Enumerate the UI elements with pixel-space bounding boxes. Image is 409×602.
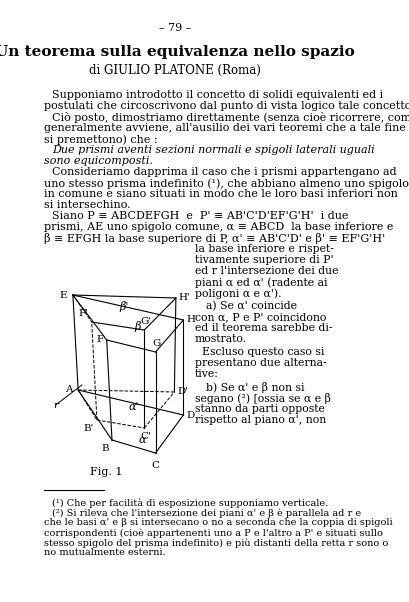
Text: tivamente superiore di P': tivamente superiore di P' bbox=[195, 255, 333, 265]
Text: di GIULIO PLATONE (Roma): di GIULIO PLATONE (Roma) bbox=[89, 63, 261, 76]
Text: ed r l'intersezione dei due: ed r l'intersezione dei due bbox=[195, 266, 338, 276]
Text: B: B bbox=[101, 444, 109, 453]
Text: uno stesso prisma indefinito (¹), che abbiano almeno uno spigolo: uno stesso prisma indefinito (¹), che ab… bbox=[44, 178, 409, 188]
Text: con α, P e P' coincidono: con α, P e P' coincidono bbox=[195, 312, 326, 322]
Text: prismi, AE uno spigolo comune, α ≡ ABCD  la base inferiore e: prismi, AE uno spigolo comune, α ≡ ABCD … bbox=[44, 222, 394, 232]
Text: F': F' bbox=[79, 309, 89, 318]
Text: H': H' bbox=[179, 294, 191, 302]
Text: β': β' bbox=[119, 301, 129, 312]
Text: generalmente avviene, all'ausilio dei vari teoremi che a tale fine: generalmente avviene, all'ausilio dei va… bbox=[44, 123, 406, 133]
Text: – 79 –: – 79 – bbox=[159, 23, 191, 33]
Text: (²) Si rileva che l'intersezione dei piani α' e β è parallela ad r e: (²) Si rileva che l'intersezione dei pia… bbox=[52, 508, 361, 518]
Text: rispetto al piano α', non: rispetto al piano α', non bbox=[195, 415, 326, 425]
Text: Supponiamo introdotto il concetto di solidi equivalenti ed i: Supponiamo introdotto il concetto di sol… bbox=[52, 90, 383, 100]
Text: stesso spigolo del prisma indefinito) e più distanti della retta r sono o: stesso spigolo del prisma indefinito) e … bbox=[44, 538, 389, 547]
Text: a) Se α' coincide: a) Se α' coincide bbox=[206, 301, 297, 311]
Text: segano (²) [ossia se α e β: segano (²) [ossia se α e β bbox=[195, 393, 330, 404]
Text: α: α bbox=[138, 435, 146, 445]
Text: in comune e siano situati in modo che le loro basi inferiori non: in comune e siano situati in modo che le… bbox=[44, 189, 398, 199]
Text: si intersechino.: si intersechino. bbox=[44, 200, 131, 210]
Text: F: F bbox=[97, 335, 104, 344]
Text: si premettono) che :: si premettono) che : bbox=[44, 134, 158, 144]
Text: D: D bbox=[187, 411, 195, 420]
Text: G: G bbox=[152, 339, 160, 348]
Text: H: H bbox=[187, 315, 196, 324]
Text: ed il teorema sarebbe di-: ed il teorema sarebbe di- bbox=[195, 323, 332, 333]
Text: poligoni α e α').: poligoni α e α'). bbox=[195, 288, 281, 299]
Text: E: E bbox=[59, 291, 67, 300]
Text: A: A bbox=[65, 385, 72, 394]
Text: presentano due alterna-: presentano due alterna- bbox=[195, 358, 326, 368]
Text: β: β bbox=[135, 321, 141, 332]
Text: la base inferiore e rispet-: la base inferiore e rispet- bbox=[195, 244, 334, 254]
Text: che le basi α' e β si intersecano o no a seconda che la coppia di spigoli: che le basi α' e β si intersecano o no a… bbox=[44, 518, 393, 527]
Text: β ≡ EFGH la base superiore di P, α' ≡ AB'C'D' e β' ≡ EF'G'H': β ≡ EFGH la base superiore di P, α' ≡ AB… bbox=[44, 233, 386, 244]
Text: (¹) Che per facilità di esposizione supponiamo verticale.: (¹) Che per facilità di esposizione supp… bbox=[52, 498, 328, 508]
Text: mostrato.: mostrato. bbox=[195, 334, 247, 344]
Text: Escluso questo caso si: Escluso questo caso si bbox=[202, 347, 325, 357]
Text: Due prismi aventi sezioni normali e spigoli laterali uguali: Due prismi aventi sezioni normali e spig… bbox=[52, 145, 375, 155]
Text: C': C' bbox=[140, 432, 151, 441]
Text: sono equicomposti.: sono equicomposti. bbox=[44, 156, 153, 166]
Text: no mutualmente esterni.: no mutualmente esterni. bbox=[44, 548, 166, 557]
Text: B': B' bbox=[83, 424, 94, 433]
Text: α': α' bbox=[128, 402, 139, 412]
Text: piani α ed α' (radente ai: piani α ed α' (radente ai bbox=[195, 277, 327, 288]
Text: D': D' bbox=[178, 388, 189, 397]
Text: stanno da parti opposte: stanno da parti opposte bbox=[195, 404, 325, 414]
Text: Consideriamo dapprima il caso che i prismi appartengano ad: Consideriamo dapprima il caso che i pris… bbox=[52, 167, 396, 177]
Text: Un teorema sulla equivalenza nello spazio: Un teorema sulla equivalenza nello spazi… bbox=[0, 45, 355, 59]
Text: postulati che circoscrivono dal punto di vista logico tale concetto.: postulati che circoscrivono dal punto di… bbox=[44, 101, 409, 111]
Text: G': G' bbox=[140, 317, 151, 326]
Text: C: C bbox=[152, 461, 160, 470]
Text: Siano P ≡ ABCDEFGH  e  P' ≡ AB'C'D'EF'G'H'  i due: Siano P ≡ ABCDEFGH e P' ≡ AB'C'D'EF'G'H'… bbox=[52, 211, 348, 221]
Text: tive:: tive: bbox=[195, 369, 218, 379]
Text: r: r bbox=[53, 401, 58, 410]
Text: Ciò posto, dimostriamo direttamente (senza cioè ricorrere, come: Ciò posto, dimostriamo direttamente (sen… bbox=[52, 112, 409, 123]
Text: corrispondenti (cioè appartenenti uno a P e l'altro a P' e situati sullo: corrispondenti (cioè appartenenti uno a … bbox=[44, 528, 383, 538]
Text: Fig. 1: Fig. 1 bbox=[90, 467, 122, 477]
Text: b) Se α' e β non si: b) Se α' e β non si bbox=[206, 382, 304, 393]
